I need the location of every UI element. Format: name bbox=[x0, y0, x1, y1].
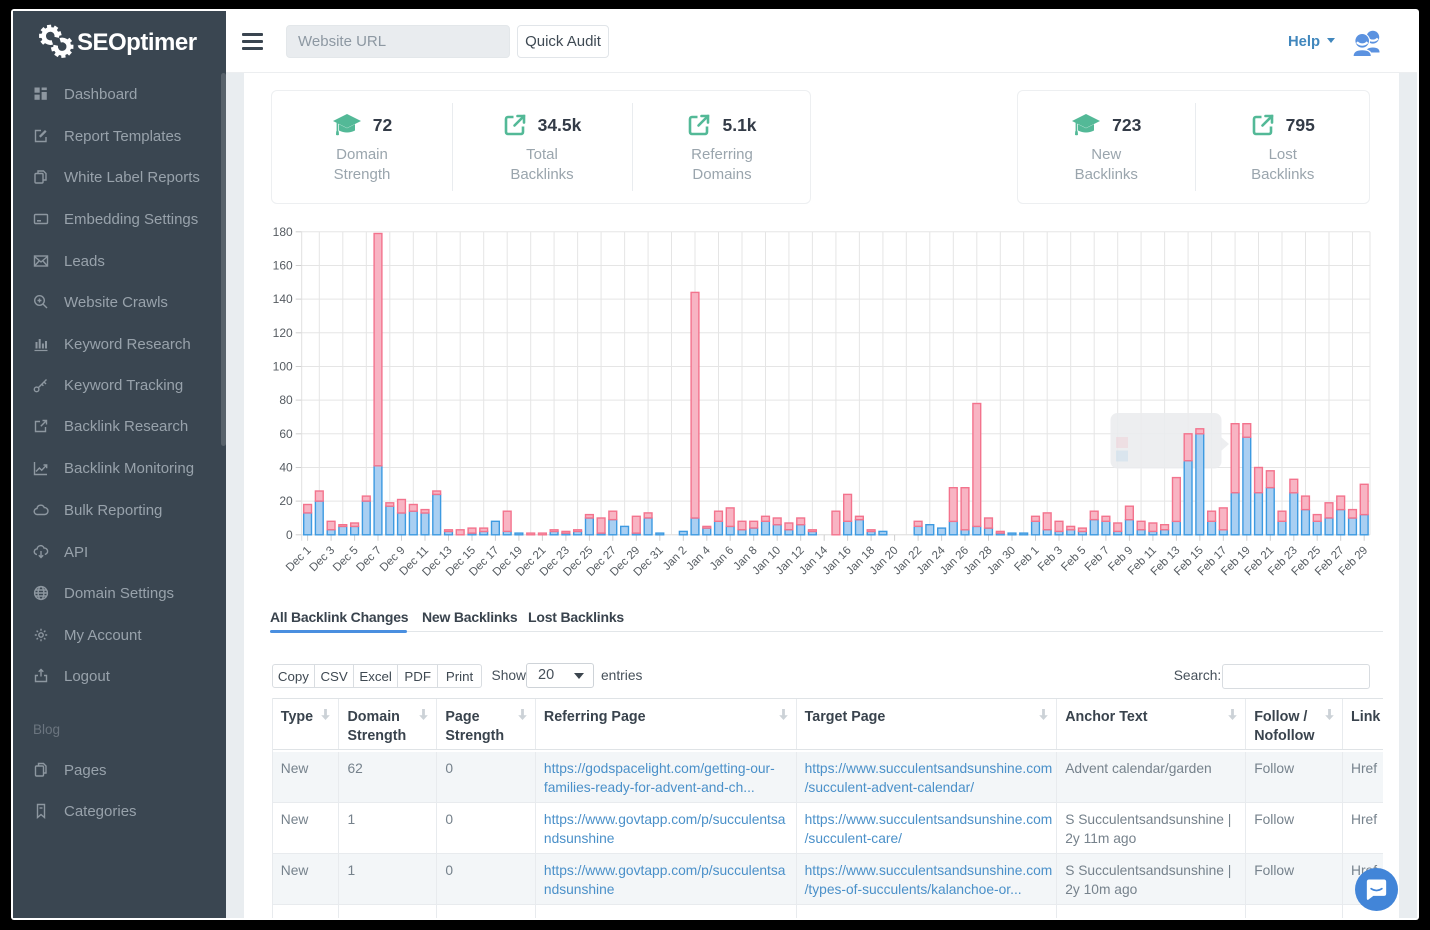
svg-text:Feb 3: Feb 3 bbox=[1036, 544, 1065, 573]
svg-text:160: 160 bbox=[273, 259, 293, 273]
svg-text:Dec 5: Dec 5 bbox=[331, 544, 361, 574]
svg-text:60: 60 bbox=[279, 427, 293, 441]
svg-text:Jan 6: Jan 6 bbox=[708, 544, 736, 572]
svg-text:Feb 7: Feb 7 bbox=[1083, 544, 1112, 573]
svg-text:Feb 5: Feb 5 bbox=[1059, 544, 1088, 573]
svg-text:Jan 4: Jan 4 bbox=[685, 544, 714, 573]
svg-text:100: 100 bbox=[273, 360, 293, 374]
svg-text:180: 180 bbox=[273, 225, 293, 239]
svg-text:20: 20 bbox=[279, 494, 293, 508]
svg-text:80: 80 bbox=[279, 393, 293, 407]
svg-text:Dec 3: Dec 3 bbox=[307, 544, 337, 574]
svg-text:120: 120 bbox=[273, 326, 293, 340]
svg-text:0: 0 bbox=[286, 528, 293, 542]
svg-text:Jan 2: Jan 2 bbox=[661, 544, 689, 572]
svg-text:Feb 1: Feb 1 bbox=[1012, 544, 1041, 573]
svg-text:Dec 1: Dec 1 bbox=[284, 544, 314, 574]
svg-text:140: 140 bbox=[273, 292, 293, 306]
svg-text:40: 40 bbox=[279, 461, 293, 475]
svg-text:Dec 7: Dec 7 bbox=[354, 544, 384, 574]
